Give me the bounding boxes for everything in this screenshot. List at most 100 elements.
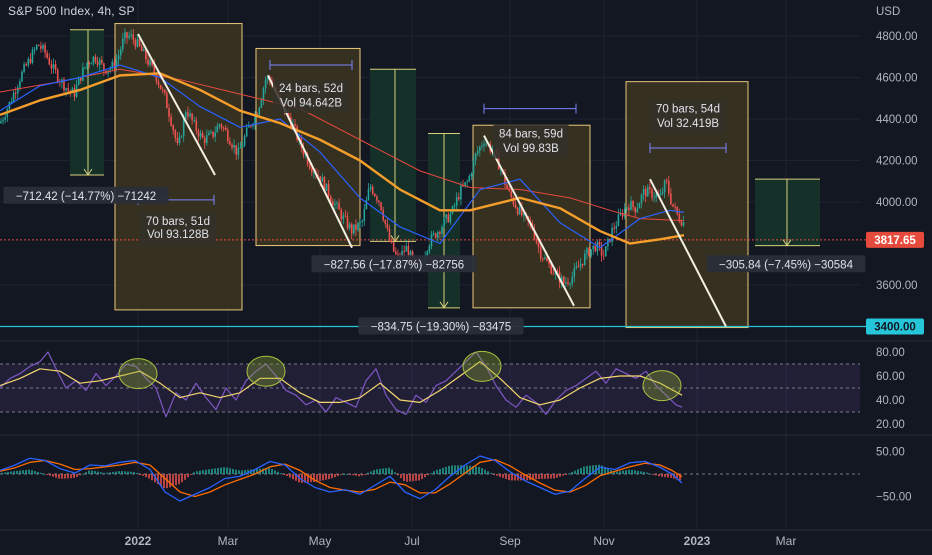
candle-body-223	[468, 176, 471, 182]
candle-body-184	[386, 223, 389, 229]
macd-hist-93	[280, 473, 282, 475]
candle-body-261	[548, 261, 550, 265]
candle-body-295	[619, 212, 622, 215]
candle-body-217	[455, 197, 458, 206]
candle-body-148	[311, 168, 313, 173]
macd-hist-42	[127, 471, 129, 474]
candle-body-91	[191, 113, 193, 121]
candle-body-104	[218, 124, 221, 127]
candle-body-79	[166, 93, 168, 109]
candle-body-108	[227, 130, 229, 141]
macd-hist-109	[328, 474, 330, 480]
macd-hist-105	[316, 474, 318, 482]
macd-hist-12	[37, 471, 39, 474]
candle-body-214	[449, 213, 452, 223]
candle-body-18	[38, 44, 40, 46]
macd-hist-1	[4, 472, 6, 474]
macd-hist-129	[388, 467, 390, 474]
macd-hist-41	[124, 471, 126, 474]
drop-label-bg-0	[140, 211, 216, 246]
candle-body-114	[239, 147, 242, 149]
drop-label-bg-3	[650, 99, 726, 134]
rsi-highlight-0	[118, 358, 158, 390]
candle-body-168	[353, 224, 355, 234]
candle-body-47	[98, 59, 101, 65]
macd-hist-23	[70, 474, 72, 479]
macd-hist-159	[478, 466, 480, 474]
candle-body-242	[508, 188, 510, 191]
candle-body-31	[65, 88, 67, 91]
candle-body-111	[233, 145, 235, 148]
candle-body-56	[117, 55, 120, 60]
candle-body-162	[340, 209, 342, 220]
candle-body-85	[178, 137, 181, 144]
candle-body-210	[441, 226, 443, 234]
macd-hist-54	[163, 474, 165, 489]
time-tick-5: Nov	[593, 534, 614, 548]
ma-fast-line	[0, 64, 685, 249]
macd-hist-213	[640, 471, 642, 474]
macd-hist-121	[364, 474, 366, 475]
candle-body-231	[485, 143, 487, 145]
drop-vol-0: Vol 93.128B	[147, 229, 209, 241]
candle-body-268	[563, 276, 565, 284]
macd-hist-0	[1, 472, 3, 474]
candle-body-5	[10, 101, 13, 103]
candle-body-287	[602, 255, 605, 257]
macd-hist-95	[286, 474, 288, 477]
macd-hist-20	[61, 474, 63, 479]
time-tick-7: Mar	[776, 534, 797, 548]
candle-body-274	[575, 266, 578, 269]
candle-body-53	[111, 61, 114, 69]
macd-hist-81	[244, 470, 246, 474]
candle-body-73	[153, 64, 156, 74]
candle-body-277	[581, 263, 584, 265]
candle-body-37	[77, 77, 80, 86]
macd-hist-122	[367, 472, 369, 474]
macd-hist-207	[622, 470, 624, 474]
candle-body-246	[516, 208, 519, 215]
candle-body-52	[109, 68, 111, 71]
candle-body-127	[266, 76, 269, 80]
candle-body-256	[537, 242, 540, 248]
macd-hist-226	[679, 474, 681, 481]
candle-body-96	[201, 132, 204, 138]
macd-hist-148	[445, 466, 447, 474]
macd-hist-197	[592, 465, 594, 474]
candle-body-206	[432, 233, 435, 235]
candle-body-90	[189, 113, 191, 117]
macd-hist-150	[451, 465, 453, 474]
macd-hist-77	[232, 468, 234, 474]
macd-hist-64	[193, 472, 195, 474]
macd-hist-127	[382, 468, 384, 474]
candle-body-81	[170, 116, 172, 126]
candle-body-163	[342, 215, 345, 220]
candle-body-279	[586, 248, 588, 254]
macd-hist-174	[523, 474, 525, 481]
measure-label-3: −305.84 (−7.45%) −30584	[719, 259, 854, 271]
macd-hist-171	[514, 474, 516, 481]
candle-body-301	[632, 200, 634, 208]
candle-body-166	[348, 224, 351, 229]
candle-body-88	[185, 112, 187, 119]
candle-body-209	[439, 231, 441, 234]
macd-hist-34	[103, 472, 105, 474]
candle-body-269	[565, 282, 567, 284]
time-axis: 2022 Mar May Jul Sep Nov 2023 Mar	[125, 534, 797, 548]
macd-tick-0: 50.00	[876, 447, 905, 459]
candle-body-226	[474, 153, 477, 161]
time-tick-2: May	[309, 534, 332, 548]
macd-hist-92	[277, 471, 279, 474]
candle-body-304	[638, 203, 641, 209]
macd-hist-146	[439, 468, 441, 474]
candle-body-75	[157, 81, 160, 85]
candle-body-66	[138, 39, 141, 47]
candle-body-12	[25, 64, 27, 66]
candle-body-212	[445, 214, 447, 219]
macd-hist-97	[292, 474, 294, 480]
candle-body-98	[206, 135, 208, 144]
macd-hist-88	[265, 468, 267, 474]
candle-body-273	[573, 268, 576, 277]
